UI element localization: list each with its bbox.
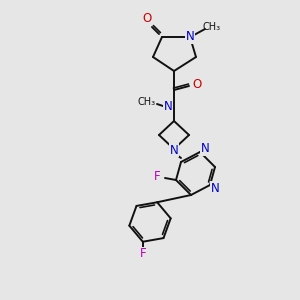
Text: F: F: [140, 247, 146, 260]
Text: O: O: [142, 11, 152, 25]
Text: N: N: [169, 143, 178, 157]
Text: CH₃: CH₃: [138, 97, 156, 107]
Text: O: O: [192, 77, 202, 91]
Text: F: F: [154, 170, 160, 184]
Text: N: N: [186, 31, 194, 44]
Text: N: N: [201, 142, 209, 155]
Text: N: N: [211, 182, 219, 194]
Text: N: N: [164, 100, 172, 113]
Text: CH₃: CH₃: [203, 22, 221, 32]
